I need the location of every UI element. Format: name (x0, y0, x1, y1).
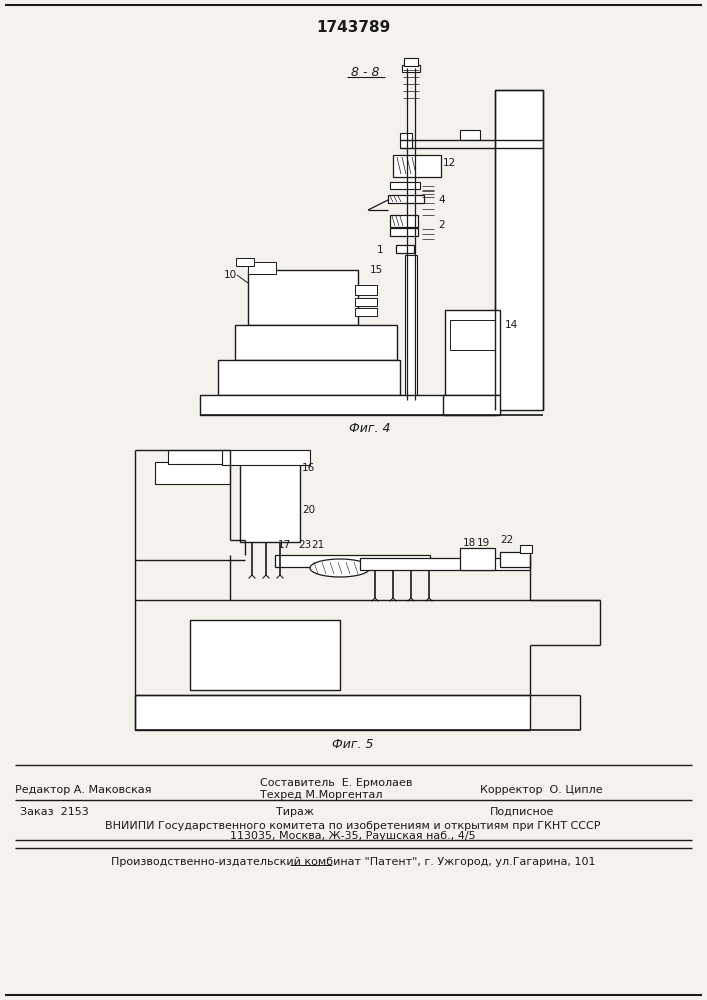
Bar (135, 695, 530, 730)
Bar (222, 450, 310, 465)
Text: 1: 1 (376, 245, 383, 255)
Ellipse shape (310, 559, 370, 577)
Text: 21: 21 (311, 540, 325, 550)
Bar (360, 558, 530, 570)
Bar (460, 130, 480, 140)
Text: 22: 22 (500, 535, 513, 545)
Bar (443, 395, 500, 415)
Text: 2: 2 (438, 220, 445, 230)
Bar (405, 255, 417, 400)
Bar (275, 555, 430, 567)
Text: 23: 23 (298, 540, 312, 550)
Bar (400, 133, 412, 148)
Text: Фиг. 5: Фиг. 5 (332, 738, 374, 752)
Text: 12: 12 (443, 158, 456, 168)
Bar (235, 325, 397, 360)
Bar (155, 462, 230, 484)
Bar (390, 215, 418, 227)
Text: Производственно-издательский комбинат "Патент", г. Ужгород, ул.Гагарина, 101: Производственно-издательский комбинат "П… (111, 857, 595, 867)
Text: 8 - 8: 8 - 8 (351, 66, 379, 79)
Bar (248, 270, 358, 325)
Bar (355, 308, 377, 316)
Text: 16: 16 (302, 463, 315, 473)
Bar (402, 65, 420, 72)
Bar (393, 155, 441, 177)
Text: ВНИИПИ Государственного комитета по изобретениям и открытиям при ГКНТ СССР: ВНИИПИ Государственного комитета по изоб… (105, 821, 601, 831)
Text: 1743789: 1743789 (316, 20, 390, 35)
Text: 15: 15 (370, 265, 383, 275)
Bar (355, 298, 377, 306)
Text: 10: 10 (224, 270, 237, 280)
Bar (218, 360, 400, 395)
Bar (240, 462, 300, 542)
Text: Техред М.Моргентал: Техред М.Моргентал (260, 790, 382, 800)
Bar (168, 450, 230, 464)
Bar (445, 310, 500, 395)
Text: 19: 19 (477, 538, 490, 548)
Text: Заказ  2153: Заказ 2153 (20, 807, 89, 817)
Bar (500, 552, 530, 567)
Bar (390, 228, 418, 236)
Bar (390, 182, 420, 189)
Bar (460, 548, 495, 570)
Bar (396, 245, 414, 253)
Text: 113035, Москва, Ж-35, Раушская наб., 4/5: 113035, Москва, Ж-35, Раушская наб., 4/5 (230, 831, 476, 841)
Bar (404, 58, 418, 66)
Text: Корректор  О. Ципле: Корректор О. Ципле (480, 785, 602, 795)
Bar (190, 620, 340, 690)
Text: Составитель  Е. Ермолаев: Составитель Е. Ермолаев (260, 778, 412, 788)
Bar (388, 195, 424, 203)
Bar (495, 90, 543, 410)
Text: 14: 14 (505, 320, 518, 330)
Text: 20: 20 (302, 505, 315, 515)
Text: Фиг. 4: Фиг. 4 (349, 422, 391, 434)
Bar (450, 320, 495, 350)
Bar (520, 545, 532, 553)
Bar (236, 258, 254, 266)
Text: Тираж: Тираж (276, 807, 314, 817)
Bar (248, 262, 276, 274)
Bar (200, 395, 495, 415)
Text: Подписное: Подписное (490, 807, 554, 817)
Bar (400, 395, 422, 407)
Text: 18: 18 (463, 538, 477, 548)
Text: Редактор А. Маковская: Редактор А. Маковская (15, 785, 151, 795)
Text: 4: 4 (438, 195, 445, 205)
Bar (355, 285, 377, 295)
Text: 17: 17 (277, 540, 291, 550)
